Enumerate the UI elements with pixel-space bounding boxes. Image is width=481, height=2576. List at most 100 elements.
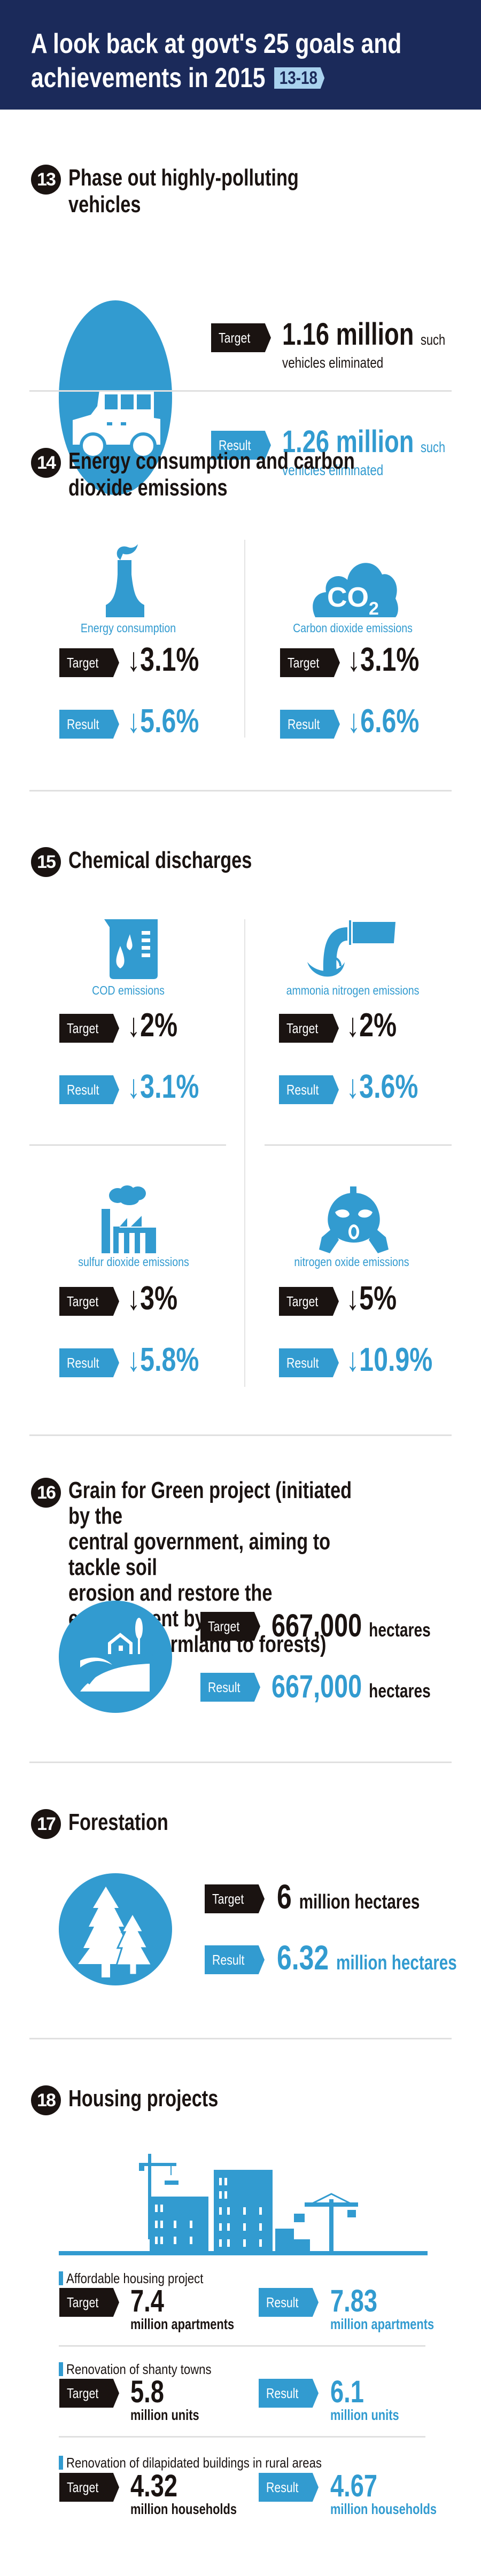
- target-label: Target: [280, 648, 340, 677]
- target-label: Target: [59, 648, 119, 677]
- caption-co2: Carbon dioxide emissions: [293, 621, 413, 635]
- section-17-heading: 17 Forestation: [31, 1809, 459, 1839]
- cooling-tower-icon: [96, 540, 166, 617]
- row-divider: [265, 1144, 452, 1146]
- section-divider: [29, 790, 452, 792]
- pine-trees-icon: [59, 1873, 172, 1985]
- caption-cod: COD emissions: [92, 983, 165, 997]
- target-value: ↓3%: [127, 1280, 178, 1317]
- title-line-2: achievements in 2015: [31, 63, 266, 94]
- result-value: ↓6.6%: [347, 703, 420, 740]
- down-arrow-icon: ↓: [346, 1068, 360, 1105]
- section-number-badge: 15: [31, 847, 61, 877]
- target-value: ↓2%: [127, 1007, 178, 1044]
- section-13-heading: 13 Phase out highly-polluting vehicles: [31, 165, 459, 218]
- section-title: Housing projects: [68, 2085, 219, 2112]
- page-header: [0, 0, 481, 110]
- target-label: Target: [59, 2288, 119, 2317]
- housing-result-value: 7.83 million apartments: [330, 2284, 435, 2332]
- down-arrow-icon: ↓: [347, 641, 361, 678]
- car-icon: [59, 300, 172, 495]
- result-label: Result: [59, 710, 119, 739]
- target-value: ↓2%: [346, 1007, 397, 1044]
- result-value: ↓3.1%: [127, 1068, 199, 1105]
- range-badge: 13-18: [274, 67, 325, 89]
- housing-item-label: Renovation of shanty towns: [59, 2362, 237, 2376]
- section-divider: [29, 1762, 452, 1763]
- housing-result-value: 6.1 million units: [330, 2375, 399, 2423]
- down-arrow-icon: ↓: [127, 703, 141, 740]
- section-title: Chemical discharges: [68, 847, 252, 873]
- result-label: Result: [259, 2288, 319, 2317]
- section-15-heading: 15 Chemical discharges: [31, 847, 459, 877]
- down-arrow-icon: ↓: [127, 1068, 141, 1105]
- svg-text:CO: CO: [327, 582, 369, 613]
- target-label: Target: [200, 1612, 260, 1641]
- target-value-13: 1.16 million such vehicles eliminated: [282, 317, 446, 371]
- section-number-badge: 14: [31, 448, 61, 478]
- down-arrow-icon: ↓: [127, 1341, 141, 1378]
- target-value-16: 667,000 hectares: [271, 1608, 431, 1643]
- construction-skyline-icon: [59, 2154, 428, 2256]
- result-value: ↓5.8%: [127, 1341, 199, 1378]
- farmland-icon: [59, 1601, 172, 1713]
- target-value: ↓5%: [346, 1280, 397, 1317]
- target-label: Target: [211, 323, 271, 352]
- section-divider: [29, 1434, 452, 1436]
- result-label: Result: [200, 1673, 260, 1702]
- beaker-icon: [104, 919, 160, 981]
- column-divider: [244, 919, 245, 1387]
- result-label: Result: [205, 1945, 265, 1974]
- target-value-17: 6 million hectares: [277, 1877, 420, 1916]
- target-label: Target: [59, 2379, 119, 2408]
- housing-target-value: 5.8 million units: [130, 2375, 199, 2423]
- title-line-1: A look back at govt's 25 goals and: [31, 28, 402, 59]
- gas-mask-icon: [316, 1186, 391, 1253]
- caption-sulfur: sulfur dioxide emissions: [78, 1255, 189, 1269]
- down-arrow-icon: ↓: [346, 1280, 360, 1317]
- down-arrow-icon: ↓: [346, 1007, 360, 1044]
- result-label: Result: [279, 1348, 339, 1377]
- result-value-17: 6.32 million hectares: [277, 1938, 457, 1977]
- result-label: Result: [59, 1348, 119, 1377]
- housing-item-label: Renovation of dilapidated buildings in r…: [59, 2456, 367, 2470]
- result-label: Result: [259, 2379, 319, 2408]
- result-label: Result: [211, 431, 271, 460]
- svg-text:2: 2: [369, 599, 379, 617]
- section-number-badge: 18: [31, 2085, 61, 2115]
- row-divider: [59, 2436, 425, 2438]
- target-label: Target: [279, 1014, 339, 1043]
- section-divider: [29, 390, 452, 392]
- section-14-heading: 14 Energy consumption and carbon dioxide…: [31, 448, 459, 501]
- result-label: Result: [259, 2473, 319, 2502]
- column-divider: [244, 540, 245, 738]
- result-value: ↓10.9%: [346, 1341, 433, 1378]
- section-18-heading: 18 Housing projects: [31, 2085, 459, 2115]
- result-label: Result: [279, 1075, 339, 1104]
- housing-result-value: 4.67 million households: [330, 2469, 437, 2517]
- page-title: A look back at govt's 25 goals and achie…: [31, 27, 402, 95]
- housing-target-value: 7.4 million apartments: [130, 2284, 235, 2332]
- section-divider: [29, 2038, 452, 2039]
- target-label: Target: [279, 1287, 339, 1316]
- result-value: ↓3.6%: [346, 1068, 418, 1105]
- target-value: ↓3.1%: [127, 641, 199, 678]
- result-value-16: 667,000 hectares: [271, 1669, 431, 1704]
- target-label: Target: [59, 1287, 119, 1316]
- co2-cloud-icon: CO 2: [310, 556, 401, 619]
- factory-icon: [102, 1184, 176, 1253]
- section-title: Energy consumption and carbon dioxide em…: [68, 448, 355, 501]
- caption-energy: Energy consumption: [80, 621, 176, 635]
- caption-nitrogen-oxide: nitrogen oxide emissions: [294, 1255, 409, 1269]
- result-label: Result: [280, 710, 340, 739]
- down-arrow-icon: ↓: [127, 1280, 141, 1317]
- section-number-badge: 17: [31, 1809, 61, 1839]
- target-label: Target: [59, 2473, 119, 2502]
- section-title: Forestation: [68, 1809, 168, 1835]
- target-label: Target: [205, 1884, 265, 1913]
- caption-ammonia: ammonia nitrogen emissions: [286, 983, 420, 997]
- housing-item-label: Affordable housing project: [59, 2271, 228, 2285]
- down-arrow-icon: ↓: [347, 703, 361, 740]
- down-arrow-icon: ↓: [346, 1341, 360, 1378]
- drain-pipe-icon: [307, 919, 404, 981]
